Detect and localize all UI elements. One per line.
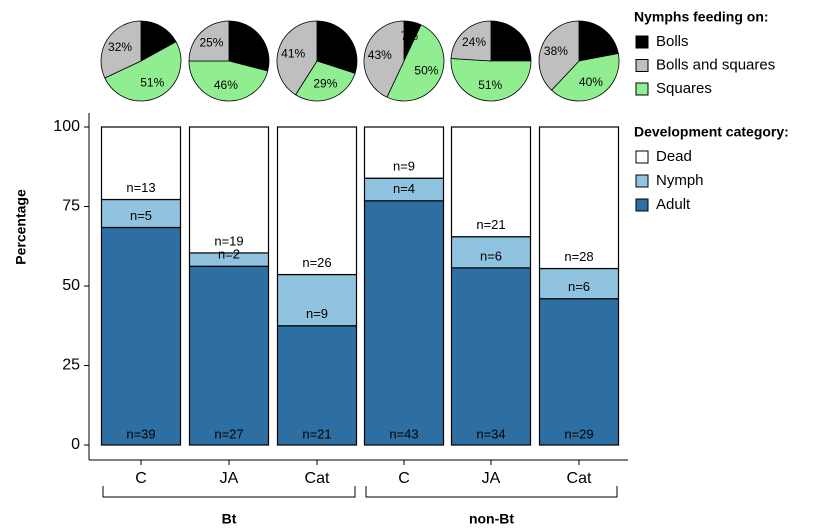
pie-wedge <box>228 20 270 72</box>
legend-title: Development category: <box>634 124 789 140</box>
bar-segment <box>538 126 620 270</box>
legend-label: Bolls and squares <box>656 56 775 73</box>
bar-segment <box>276 325 358 446</box>
bar-segment <box>276 273 358 327</box>
pie-label: 51% <box>478 78 502 92</box>
count-label: n=6 <box>568 279 590 294</box>
pie-wedge <box>538 20 580 91</box>
pie-wedge <box>450 20 492 62</box>
count-label: n=27 <box>214 426 243 441</box>
pie-label: 51% <box>140 75 164 89</box>
count-label: n=6 <box>480 248 502 263</box>
pie-label: 30% <box>325 39 349 53</box>
pie-wedge <box>551 53 620 102</box>
count-label: n=13 <box>126 180 155 195</box>
legend-label: Dead <box>656 148 692 165</box>
y-tick-label: 50 <box>62 277 80 294</box>
count-label: n=26 <box>302 255 331 270</box>
count-label: n=2 <box>218 247 240 262</box>
count-label: n=21 <box>302 426 331 441</box>
y-axis-label: Percentage <box>13 189 29 265</box>
legend-swatch <box>635 150 649 164</box>
bar-segment <box>100 226 182 446</box>
legend-swatch <box>635 174 649 188</box>
group-bracket <box>102 486 356 498</box>
legend-label: Nymph <box>656 172 704 189</box>
legend-label: Squares <box>656 80 712 97</box>
bar-segment <box>276 126 358 276</box>
pie-wedge <box>316 20 358 74</box>
pie-wedge <box>140 20 177 62</box>
pie-label: 32% <box>108 40 132 54</box>
count-label: n=5 <box>130 208 152 223</box>
pie-label: 25% <box>199 36 223 50</box>
bar-segment <box>100 126 182 201</box>
x-tick-label: Cat <box>305 470 330 487</box>
pie-wedge <box>490 20 532 62</box>
pie-wedge <box>104 41 182 102</box>
bar-segment <box>450 236 532 269</box>
y-tick-label: 100 <box>53 118 80 135</box>
group-label: non-Bt <box>469 511 514 527</box>
legend-title: Nymphs feeding on: <box>634 9 769 25</box>
legend-swatch <box>635 82 649 96</box>
pie-label: 46% <box>214 78 238 92</box>
bar-segment <box>363 200 445 446</box>
legend-swatch <box>635 198 649 212</box>
pie-wedge <box>363 20 405 98</box>
group-bracket <box>365 486 618 498</box>
pie-label: 43% <box>368 48 392 62</box>
pie-wedge <box>295 60 356 102</box>
pie-label: 17% <box>142 32 166 46</box>
count-label: n=39 <box>126 426 155 441</box>
count-label: n=21 <box>476 217 505 232</box>
pie-wedge <box>188 60 269 102</box>
pie-wedge <box>386 24 445 102</box>
group-label: Bt <box>222 511 237 527</box>
x-tick-label: JA <box>482 470 501 487</box>
pie-wedge <box>578 20 619 62</box>
pie-label: 24% <box>462 35 486 49</box>
count-label: n=29 <box>564 426 593 441</box>
bar-segment <box>450 126 532 238</box>
y-tick-label: 25 <box>62 357 80 374</box>
pie-label: 29% <box>313 77 337 91</box>
pie-label: 40% <box>579 75 603 89</box>
pie-label: 29% <box>237 38 261 52</box>
bar-segment <box>188 126 270 254</box>
count-label: n=43 <box>389 426 418 441</box>
pie-wedge <box>450 58 532 102</box>
bar-segment <box>100 198 182 229</box>
pie-label: 7% <box>401 29 419 43</box>
legend-label: Adult <box>656 196 691 213</box>
y-tick-label: 0 <box>71 436 80 453</box>
x-tick-label: C <box>398 470 410 487</box>
bar-segment <box>450 267 532 446</box>
legend-swatch <box>635 35 649 49</box>
pie-wedge <box>188 20 230 62</box>
legend-swatch <box>635 59 649 72</box>
pie-label: 22% <box>583 34 607 48</box>
x-tick-label: Cat <box>567 470 592 487</box>
pie-label: 38% <box>544 44 568 58</box>
y-tick-label: 75 <box>62 198 80 215</box>
bar-segment <box>538 298 620 446</box>
count-label: n=9 <box>306 306 328 321</box>
pie-label: 25% <box>497 36 521 50</box>
pie-wedge <box>100 20 142 79</box>
count-label: n=4 <box>393 181 415 196</box>
legend-label: Bolls <box>656 33 689 50</box>
x-tick-label: JA <box>220 470 239 487</box>
x-tick-label: C <box>135 470 147 487</box>
count-label: n=9 <box>393 159 415 174</box>
bar-segment <box>363 126 445 179</box>
count-label: n=19 <box>214 233 243 248</box>
pie-wedge <box>276 20 318 96</box>
pie-label: 50% <box>414 64 438 78</box>
pie-label: 41% <box>281 46 305 60</box>
bar-segment <box>188 265 270 446</box>
count-label: n=34 <box>476 426 505 441</box>
count-label: n=28 <box>564 249 593 264</box>
